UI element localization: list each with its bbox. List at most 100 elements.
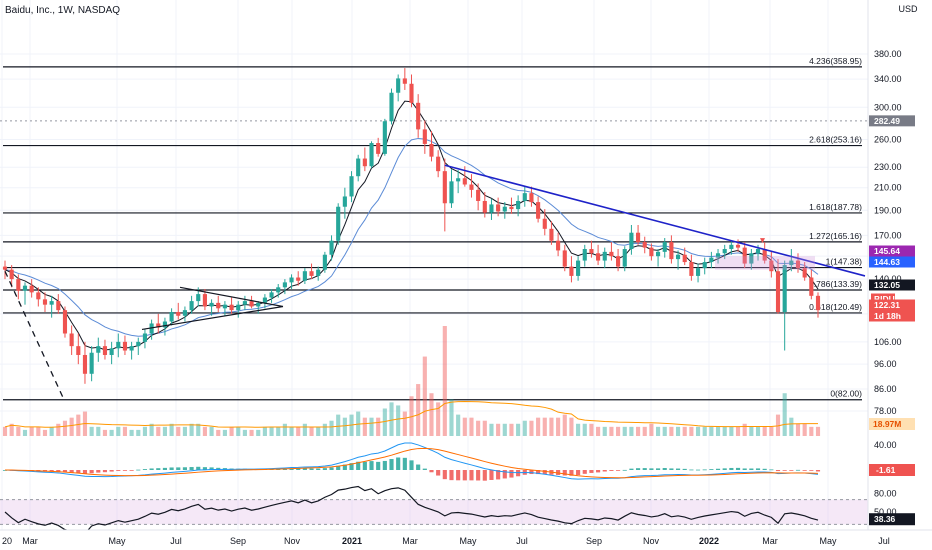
volume-bar: [102, 429, 108, 436]
rsi-band-fill: [0, 499, 868, 525]
price-badge: [869, 299, 915, 311]
candle-body: [242, 301, 247, 305]
time-label: Mar: [402, 536, 418, 546]
price-badge-text: 132.05: [874, 280, 900, 290]
time-label: Mar: [762, 536, 778, 546]
macd-histogram-bar: [596, 470, 601, 473]
candle-body: [402, 78, 407, 84]
macd-value-text: -1.61: [876, 465, 896, 475]
volume-bar: [749, 426, 754, 436]
macd-histogram-bar: [695, 469, 701, 471]
macd-histogram-bar: [409, 460, 414, 470]
price-tick-label: 170.00: [874, 230, 902, 240]
volume-bar: [529, 420, 534, 436]
candle-body: [462, 178, 467, 185]
macd-histogram-bar: [449, 470, 454, 481]
candle-body: [196, 294, 201, 302]
time-label: May: [108, 536, 126, 546]
fib-label: 0(82.00): [830, 389, 862, 399]
volume-bar: [322, 423, 327, 436]
volume-bar: [382, 408, 387, 436]
macd-histogram-bar: [576, 470, 581, 476]
macd-tick-label: 40.00: [874, 440, 897, 450]
volume-bar: [616, 426, 621, 436]
volume-bar: [342, 417, 347, 436]
macd-pane: [2, 442, 821, 481]
time-label: Nov: [643, 536, 660, 546]
macd-histogram-bar: [436, 470, 441, 476]
volume-bar: [196, 423, 201, 436]
volume-bar: [562, 414, 567, 436]
time-label: Sep: [230, 536, 246, 546]
macd-histogram-bar: [629, 468, 634, 470]
macd-histogram-bar: [202, 467, 207, 470]
macd-histogram-bar: [655, 468, 661, 470]
volume-bar: [42, 429, 48, 436]
candle-body: [356, 158, 361, 177]
candle-body: [775, 271, 781, 313]
macd-histogram-bar: [616, 470, 621, 471]
macd-histogram-bar: [322, 468, 327, 470]
volume-value-text: 18.97M: [873, 419, 901, 429]
candle-body: [69, 333, 74, 347]
volume-bar: [369, 417, 374, 436]
volume-bar: [22, 429, 28, 436]
macd-histogram-bar: [669, 468, 674, 470]
macd-histogram-bar: [715, 468, 721, 470]
candle-body: [589, 249, 594, 254]
volume-bar: [202, 426, 207, 436]
fib-label: 1.618(187.78): [809, 202, 862, 212]
macd-histogram-bar: [156, 468, 161, 470]
volume-bar: [176, 426, 181, 436]
candle-body: [316, 269, 321, 276]
volume-bar: [442, 326, 447, 436]
time-label: May: [459, 536, 477, 546]
candle-body: [502, 206, 507, 212]
volume-bar: [129, 429, 134, 436]
candle-body: [729, 244, 734, 250]
macd-histogram-bar: [329, 467, 334, 470]
macd-histogram-bar: [689, 469, 694, 471]
macd-histogram-bar: [462, 470, 467, 481]
macd-histogram-bar: [129, 470, 134, 471]
volume-bar: [109, 429, 114, 436]
macd-histogram-bar: [296, 468, 301, 470]
price-tick-label: 380.00: [874, 49, 902, 59]
triangle-lower-line: [141, 305, 284, 331]
macd-histogram-bar: [802, 470, 807, 471]
candle-body: [309, 271, 314, 276]
time-label: 20: [2, 536, 12, 546]
volume-bar: [309, 426, 314, 436]
symbol-badge-text: BIDU: [874, 294, 895, 304]
candle-body: [322, 254, 327, 270]
volume-bar: [682, 426, 687, 436]
time-label: Jul: [170, 536, 182, 546]
volume-bar: [569, 417, 574, 436]
rsi-tick-label: 80.00: [874, 488, 897, 498]
candle-body: [189, 301, 194, 311]
macd-signal-line: [4, 447, 819, 479]
candle-body: [209, 302, 214, 307]
volume-bar: [269, 426, 274, 436]
candle-body: [655, 251, 661, 257]
candle-body: [636, 232, 641, 243]
price-tick-label: 210.00: [874, 183, 902, 193]
candle-body: [469, 184, 474, 190]
candle-body: [9, 269, 14, 280]
macd-histogram-bar: [782, 470, 787, 471]
candle-body: [529, 193, 534, 203]
volume-bar: [582, 423, 587, 436]
signal-marker: [760, 238, 765, 244]
candle-body: [815, 295, 821, 311]
candle-body: [256, 302, 261, 307]
volume-bar: [596, 426, 601, 436]
macd-histogram-bar: [609, 470, 614, 471]
candle-body: [616, 256, 621, 267]
rsi-value-text: 38.36: [874, 514, 896, 524]
volume-bar: [249, 429, 254, 436]
candle-body: [396, 78, 401, 93]
candle-body: [609, 251, 614, 257]
macd-histogram-bar: [149, 468, 154, 470]
volume-bar: [729, 426, 734, 436]
